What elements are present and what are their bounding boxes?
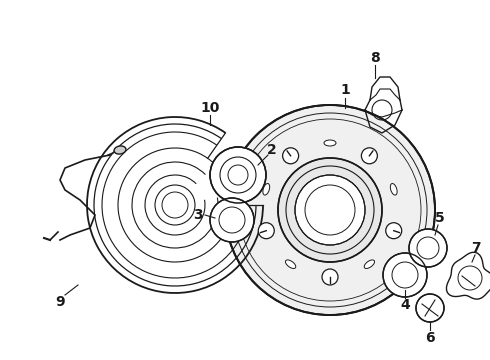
Ellipse shape bbox=[114, 146, 126, 154]
Text: 7: 7 bbox=[471, 241, 481, 255]
Text: 6: 6 bbox=[425, 331, 435, 345]
Circle shape bbox=[225, 105, 435, 315]
Circle shape bbox=[283, 148, 298, 164]
Ellipse shape bbox=[391, 184, 397, 195]
Circle shape bbox=[228, 165, 248, 185]
Ellipse shape bbox=[286, 260, 296, 269]
Text: 2: 2 bbox=[267, 143, 277, 157]
Text: 1: 1 bbox=[340, 83, 350, 97]
Text: 10: 10 bbox=[200, 101, 220, 115]
Circle shape bbox=[362, 148, 377, 164]
Circle shape bbox=[383, 253, 427, 297]
Circle shape bbox=[386, 223, 402, 239]
Circle shape bbox=[210, 147, 266, 203]
Circle shape bbox=[278, 158, 382, 262]
Polygon shape bbox=[446, 252, 490, 299]
Text: 9: 9 bbox=[55, 295, 65, 309]
Circle shape bbox=[210, 198, 254, 242]
Ellipse shape bbox=[364, 260, 374, 269]
Text: 4: 4 bbox=[400, 298, 410, 312]
Ellipse shape bbox=[324, 140, 336, 146]
Circle shape bbox=[295, 175, 365, 245]
Text: 3: 3 bbox=[193, 208, 203, 222]
Circle shape bbox=[258, 223, 274, 239]
Circle shape bbox=[416, 294, 444, 322]
Text: 8: 8 bbox=[370, 51, 380, 65]
Circle shape bbox=[409, 229, 447, 267]
Circle shape bbox=[322, 269, 338, 285]
Ellipse shape bbox=[263, 184, 270, 195]
Text: 5: 5 bbox=[435, 211, 445, 225]
